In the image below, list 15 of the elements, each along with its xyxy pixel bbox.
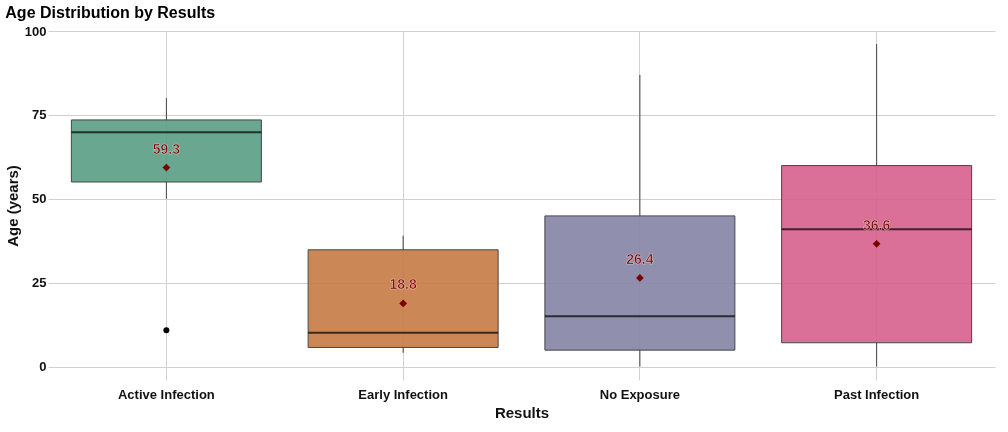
x-tick-label: Past Infection — [834, 386, 920, 402]
x-tick-label: Early Infection — [358, 386, 448, 402]
y-tick-label: 100 — [24, 23, 47, 39]
chart-title: Age Distribution by Results — [5, 4, 216, 21]
x-axis-title: Results — [494, 403, 550, 421]
y-tick-label: 50 — [32, 191, 47, 207]
y-tick-label: 0 — [39, 359, 47, 375]
y-axis-title: Age (years) — [3, 165, 21, 247]
y-tick-label: 75 — [32, 107, 47, 123]
annotation: 18.8 — [389, 276, 417, 293]
annotation: 26.4 — [626, 250, 654, 267]
x-tick-label: Active Infection — [117, 386, 215, 402]
x-tick-label: No Exposure — [599, 386, 680, 402]
y-tick-label: 25 — [32, 275, 47, 291]
annotation: 59.3 — [152, 140, 181, 157]
